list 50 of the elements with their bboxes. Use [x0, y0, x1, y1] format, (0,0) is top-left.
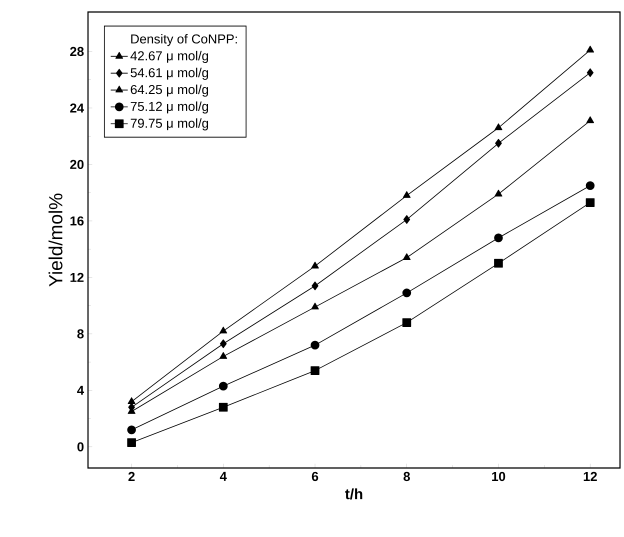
point [128, 397, 136, 404]
point [403, 215, 410, 224]
point [494, 258, 503, 268]
point [310, 340, 320, 350]
point [494, 190, 502, 196]
legend-label: 64.25 μ mol/g [130, 84, 208, 97]
point [586, 46, 594, 52]
point [219, 352, 228, 359]
y-tick-label: 28 [70, 46, 84, 56]
x-tick-label: 4 [220, 472, 227, 481]
y-tick-label: 0 [77, 442, 84, 452]
point [586, 181, 595, 190]
point [310, 366, 320, 375]
point [586, 116, 594, 124]
y-tick-label: 16 [70, 216, 84, 226]
x-tick-label: 8 [404, 472, 410, 482]
x-tick-label: 12 [584, 472, 597, 481]
point [586, 68, 594, 78]
point [127, 425, 136, 434]
point [494, 233, 503, 242]
point [402, 253, 411, 260]
y-axis-title: Yield/mol% [48, 194, 62, 287]
legend-label: 42.67 μ mol/g [130, 50, 208, 63]
point [220, 339, 227, 348]
point [402, 191, 411, 198]
point [495, 138, 502, 148]
point [219, 326, 228, 334]
x-tick-label: 2 [128, 472, 135, 481]
point [127, 438, 136, 447]
legend-title: Density of CoNPP: [131, 34, 237, 46]
point [311, 302, 319, 310]
y-tick-label: 12 [70, 272, 84, 282]
point [586, 198, 595, 207]
x-tick-label: 10 [492, 472, 506, 482]
point [311, 262, 319, 268]
legend-label: 79.75 μ mol/g [130, 118, 208, 130]
x-tick-label: 6 [312, 472, 318, 482]
point [218, 382, 228, 390]
point [312, 281, 318, 290]
x-axis-title: t/h [345, 488, 362, 500]
point [402, 318, 412, 327]
point [218, 402, 228, 412]
y-tick-label: 20 [70, 160, 84, 170]
legend-label: 54.61 μ mol/g [130, 68, 208, 80]
point [402, 288, 412, 298]
point [494, 123, 502, 130]
y-tick-label: 24 [70, 103, 84, 113]
y-tick-label: 4 [77, 386, 84, 395]
legend-label: 75.12 μ mol/g [130, 101, 208, 114]
y-tick-label: 8 [77, 329, 84, 338]
